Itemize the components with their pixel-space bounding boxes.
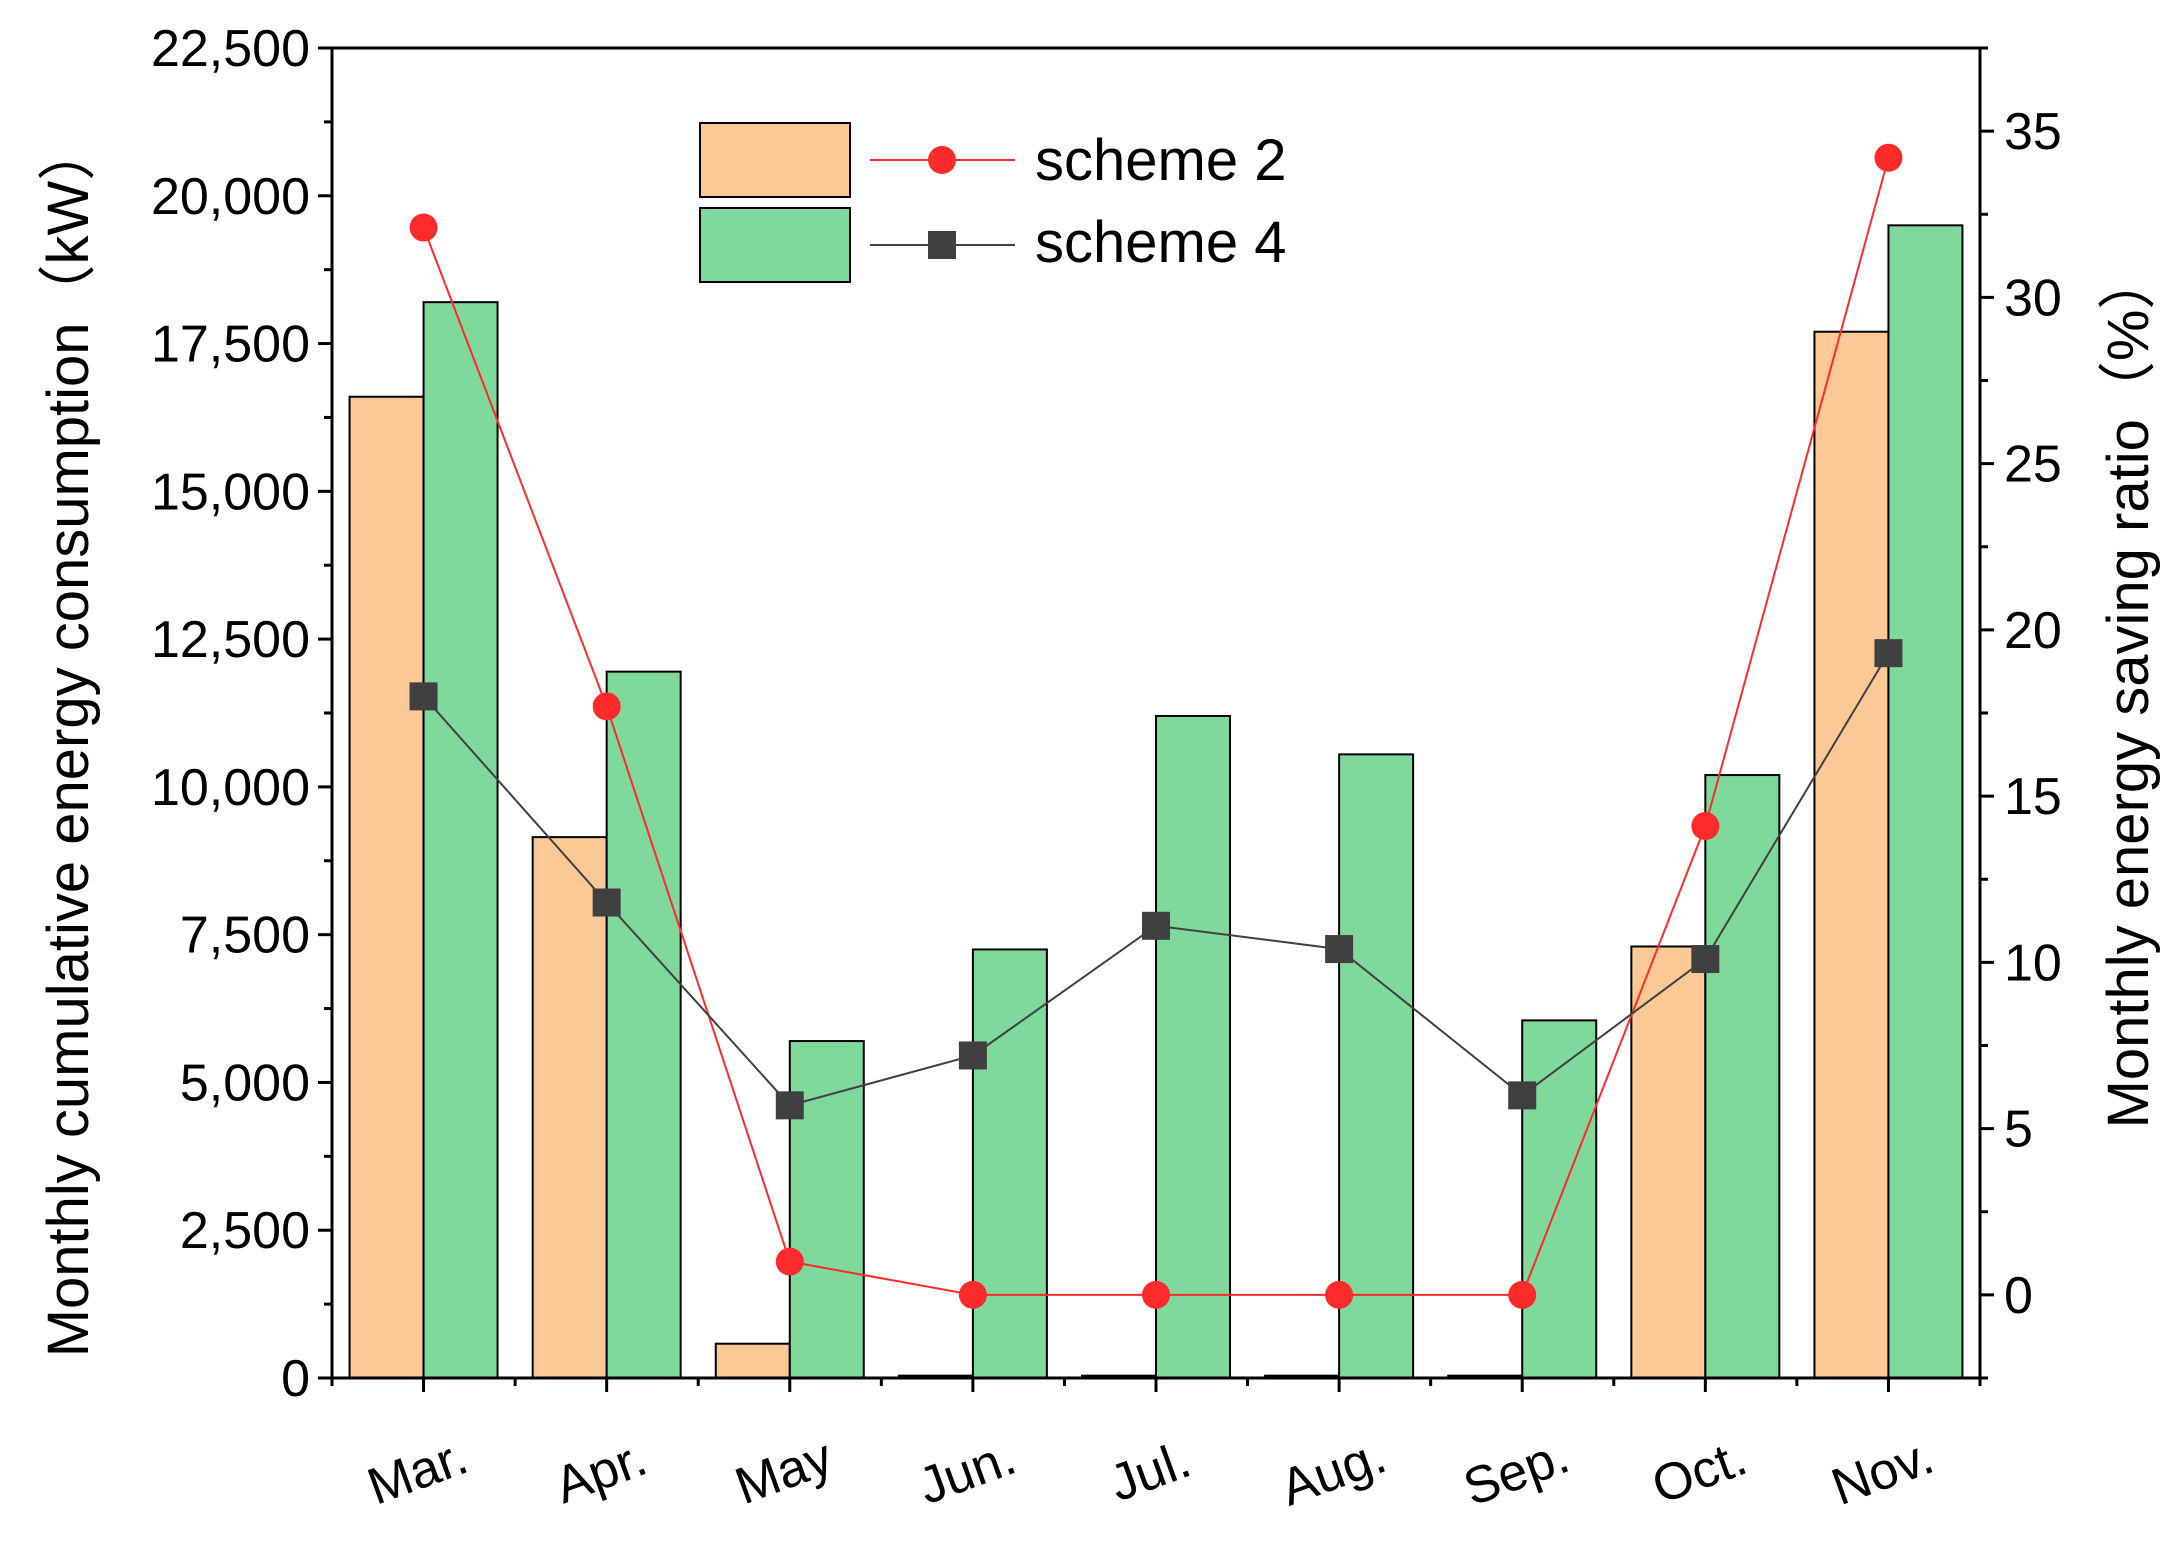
bar-scheme2-nov bbox=[1813, 330, 1890, 1380]
legend-swatch-bar-scheme4 bbox=[699, 207, 851, 283]
y-left-tick-label: 10,000 bbox=[151, 759, 310, 817]
y-left-tick-label: 15,000 bbox=[151, 463, 310, 521]
x-tick-label: Apr. bbox=[547, 1429, 654, 1515]
point-scheme4-jul bbox=[1142, 911, 1170, 940]
x-tick-label: Mar. bbox=[360, 1427, 475, 1516]
y-right-tick-label: 25 bbox=[2004, 436, 2062, 494]
point-scheme4-aug bbox=[1325, 935, 1354, 964]
bar-scheme2-apr bbox=[531, 836, 608, 1379]
point-scheme2-oct bbox=[1691, 812, 1720, 841]
bar-scheme2-oct bbox=[1630, 945, 1707, 1379]
legend-marker-scheme2 bbox=[928, 146, 956, 174]
y-left-tick-label: 7,500 bbox=[180, 907, 310, 965]
point-scheme4-sep bbox=[1508, 1081, 1537, 1110]
lines-layer bbox=[409, 143, 1903, 1309]
y-right-tick-label: 15 bbox=[2004, 768, 2062, 826]
point-scheme2-nov bbox=[1874, 143, 1903, 172]
y-right-tick-label: 30 bbox=[2004, 269, 2062, 327]
point-scheme2-jul bbox=[1142, 1280, 1170, 1309]
legend-label-scheme4: scheme 4 bbox=[1035, 210, 1286, 275]
legend: scheme 2 scheme 4 bbox=[699, 122, 1286, 283]
y-axis-left-title: Monthly cumulative energy consumption（kW… bbox=[36, 123, 101, 1358]
point-scheme4-apr bbox=[592, 888, 621, 917]
bar-scheme4-jul bbox=[1155, 714, 1231, 1379]
point-scheme2-aug bbox=[1325, 1280, 1354, 1309]
bar-scheme4-mar bbox=[422, 301, 499, 1380]
y-left-tick-label: 20,000 bbox=[151, 168, 310, 226]
y-right-tick-label: 5 bbox=[2004, 1101, 2033, 1159]
legend-marker-scheme4 bbox=[928, 231, 956, 259]
x-tick-label: Jun. bbox=[911, 1428, 1023, 1516]
bar-scheme4-jun bbox=[971, 948, 1048, 1379]
bars-layer bbox=[348, 224, 1964, 1380]
y-right-tick-label: 20 bbox=[2004, 602, 2062, 660]
y-right-tick-label: 10 bbox=[2004, 934, 2062, 992]
point-scheme2-apr bbox=[592, 692, 621, 721]
x-tick-label: May bbox=[728, 1428, 840, 1516]
y-left-tick-label: 17,500 bbox=[151, 316, 310, 374]
bar-scheme2-may bbox=[714, 1342, 791, 1380]
bar-scheme4-oct bbox=[1704, 774, 1781, 1379]
axes-layer: 0 2,500 5,000 7,500 10,000 12,500 15,000 17,500… bbox=[151, 20, 2062, 1518]
point-scheme4-nov bbox=[1874, 639, 1903, 668]
point-scheme4-mar bbox=[409, 682, 438, 711]
point-scheme2-may bbox=[775, 1247, 804, 1276]
x-tick-label: Nov. bbox=[1824, 1427, 1941, 1517]
y-left-tick-label: 5,000 bbox=[180, 1054, 310, 1112]
x-tick-label: Sep. bbox=[1456, 1426, 1576, 1517]
y-left-tick-label: 2,500 bbox=[180, 1202, 310, 1260]
point-scheme4-may bbox=[775, 1091, 804, 1120]
bar-scheme4-apr bbox=[605, 670, 682, 1379]
point-scheme4-jun bbox=[958, 1041, 987, 1070]
legend-swatch-bar-scheme2 bbox=[699, 122, 851, 198]
y-right-tick-label: 0 bbox=[2004, 1267, 2033, 1325]
bar-scheme4-aug bbox=[1338, 753, 1415, 1379]
bar-scheme4-nov bbox=[1887, 224, 1964, 1379]
point-scheme2-jun bbox=[958, 1280, 987, 1309]
bar-scheme2-mar bbox=[348, 395, 425, 1379]
y-left-tick-label: 22,500 bbox=[151, 20, 310, 78]
point-scheme2-sep bbox=[1508, 1280, 1537, 1309]
y-axis-right-title: Monthly energy saving ratio（%） bbox=[2096, 252, 2161, 1129]
point-scheme4-oct bbox=[1691, 945, 1720, 974]
y-left-tick-label: 12,500 bbox=[151, 611, 310, 669]
y-right-tick-label: 35 bbox=[2004, 103, 2062, 161]
x-tick-label: Oct. bbox=[1645, 1428, 1754, 1515]
legend-label-scheme2: scheme 2 bbox=[1035, 128, 1286, 193]
x-tick-label: Aug. bbox=[1273, 1426, 1393, 1517]
point-scheme2-mar bbox=[409, 213, 438, 242]
x-tick-label: Jul. bbox=[1102, 1431, 1198, 1513]
y-left-tick-label: 0 bbox=[281, 1350, 310, 1408]
